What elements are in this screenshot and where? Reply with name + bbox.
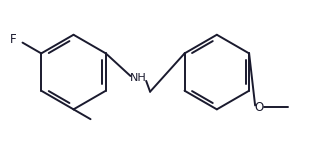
Text: O: O — [255, 101, 264, 114]
Text: NH: NH — [130, 73, 147, 83]
Text: F: F — [10, 33, 17, 46]
